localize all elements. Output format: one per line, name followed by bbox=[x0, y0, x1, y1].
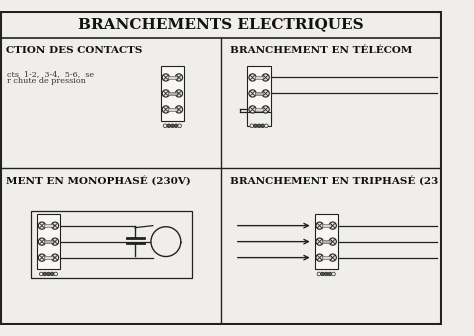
Circle shape bbox=[262, 106, 269, 113]
Text: cts  1-2,  3-4,  5-6,  se: cts 1-2, 3-4, 5-6, se bbox=[8, 70, 95, 78]
Circle shape bbox=[162, 74, 170, 81]
Bar bbox=[322, 224, 330, 227]
Circle shape bbox=[329, 222, 337, 229]
Circle shape bbox=[162, 106, 170, 113]
Bar bbox=[161, 66, 184, 121]
Circle shape bbox=[329, 254, 337, 261]
Bar bbox=[255, 92, 264, 95]
Circle shape bbox=[50, 272, 54, 276]
Circle shape bbox=[178, 124, 182, 128]
Circle shape bbox=[316, 222, 323, 229]
Text: r chute de pression: r chute de pression bbox=[8, 77, 86, 85]
Circle shape bbox=[262, 74, 269, 81]
Circle shape bbox=[162, 90, 170, 97]
Circle shape bbox=[329, 238, 337, 245]
Circle shape bbox=[249, 106, 256, 113]
Bar bbox=[44, 240, 53, 244]
Circle shape bbox=[175, 74, 182, 81]
Circle shape bbox=[264, 124, 268, 128]
Circle shape bbox=[38, 238, 46, 245]
Circle shape bbox=[174, 124, 178, 128]
Circle shape bbox=[328, 272, 332, 276]
Circle shape bbox=[261, 124, 264, 128]
Circle shape bbox=[175, 106, 182, 113]
Circle shape bbox=[321, 272, 324, 276]
Bar bbox=[255, 108, 264, 111]
Circle shape bbox=[257, 124, 261, 128]
Text: CTION DES CONTACTS: CTION DES CONTACTS bbox=[6, 46, 142, 55]
Circle shape bbox=[39, 272, 43, 276]
Circle shape bbox=[317, 272, 321, 276]
Text: BRANCHEMENT EN TRIPHASÉ (23: BRANCHEMENT EN TRIPHASÉ (23 bbox=[230, 176, 438, 186]
Bar bbox=[44, 224, 53, 227]
Bar bbox=[247, 112, 271, 126]
Circle shape bbox=[51, 238, 59, 245]
Bar bbox=[322, 240, 330, 244]
Circle shape bbox=[175, 90, 182, 97]
Circle shape bbox=[171, 124, 174, 128]
Circle shape bbox=[51, 222, 59, 229]
Bar bbox=[322, 256, 330, 259]
Circle shape bbox=[262, 90, 269, 97]
Circle shape bbox=[54, 272, 57, 276]
Bar bbox=[315, 214, 338, 269]
Bar bbox=[168, 108, 177, 111]
Circle shape bbox=[316, 254, 323, 261]
Bar bbox=[255, 76, 264, 79]
Text: BRANCHEMENT EN TÉLÉCOM: BRANCHEMENT EN TÉLÉCOM bbox=[230, 46, 412, 55]
Circle shape bbox=[167, 124, 171, 128]
Bar bbox=[247, 66, 271, 121]
Bar bbox=[168, 76, 177, 79]
Circle shape bbox=[38, 254, 46, 261]
Circle shape bbox=[38, 222, 46, 229]
Circle shape bbox=[51, 254, 59, 261]
Circle shape bbox=[254, 124, 257, 128]
Circle shape bbox=[46, 272, 50, 276]
Text: MENT EN MONOPHASÉ (230V): MENT EN MONOPHASÉ (230V) bbox=[6, 176, 191, 186]
Circle shape bbox=[250, 124, 254, 128]
Circle shape bbox=[164, 124, 167, 128]
Bar bbox=[37, 214, 60, 269]
Circle shape bbox=[316, 238, 323, 245]
Text: BRANCHEMENTS ELECTRIQUES: BRANCHEMENTS ELECTRIQUES bbox=[78, 17, 364, 32]
Bar bbox=[44, 256, 53, 259]
Circle shape bbox=[249, 90, 256, 97]
Bar bbox=[31, 211, 192, 278]
Circle shape bbox=[332, 272, 335, 276]
Circle shape bbox=[151, 227, 181, 256]
Circle shape bbox=[249, 74, 256, 81]
Circle shape bbox=[43, 272, 46, 276]
Circle shape bbox=[324, 272, 328, 276]
Bar bbox=[168, 92, 177, 95]
